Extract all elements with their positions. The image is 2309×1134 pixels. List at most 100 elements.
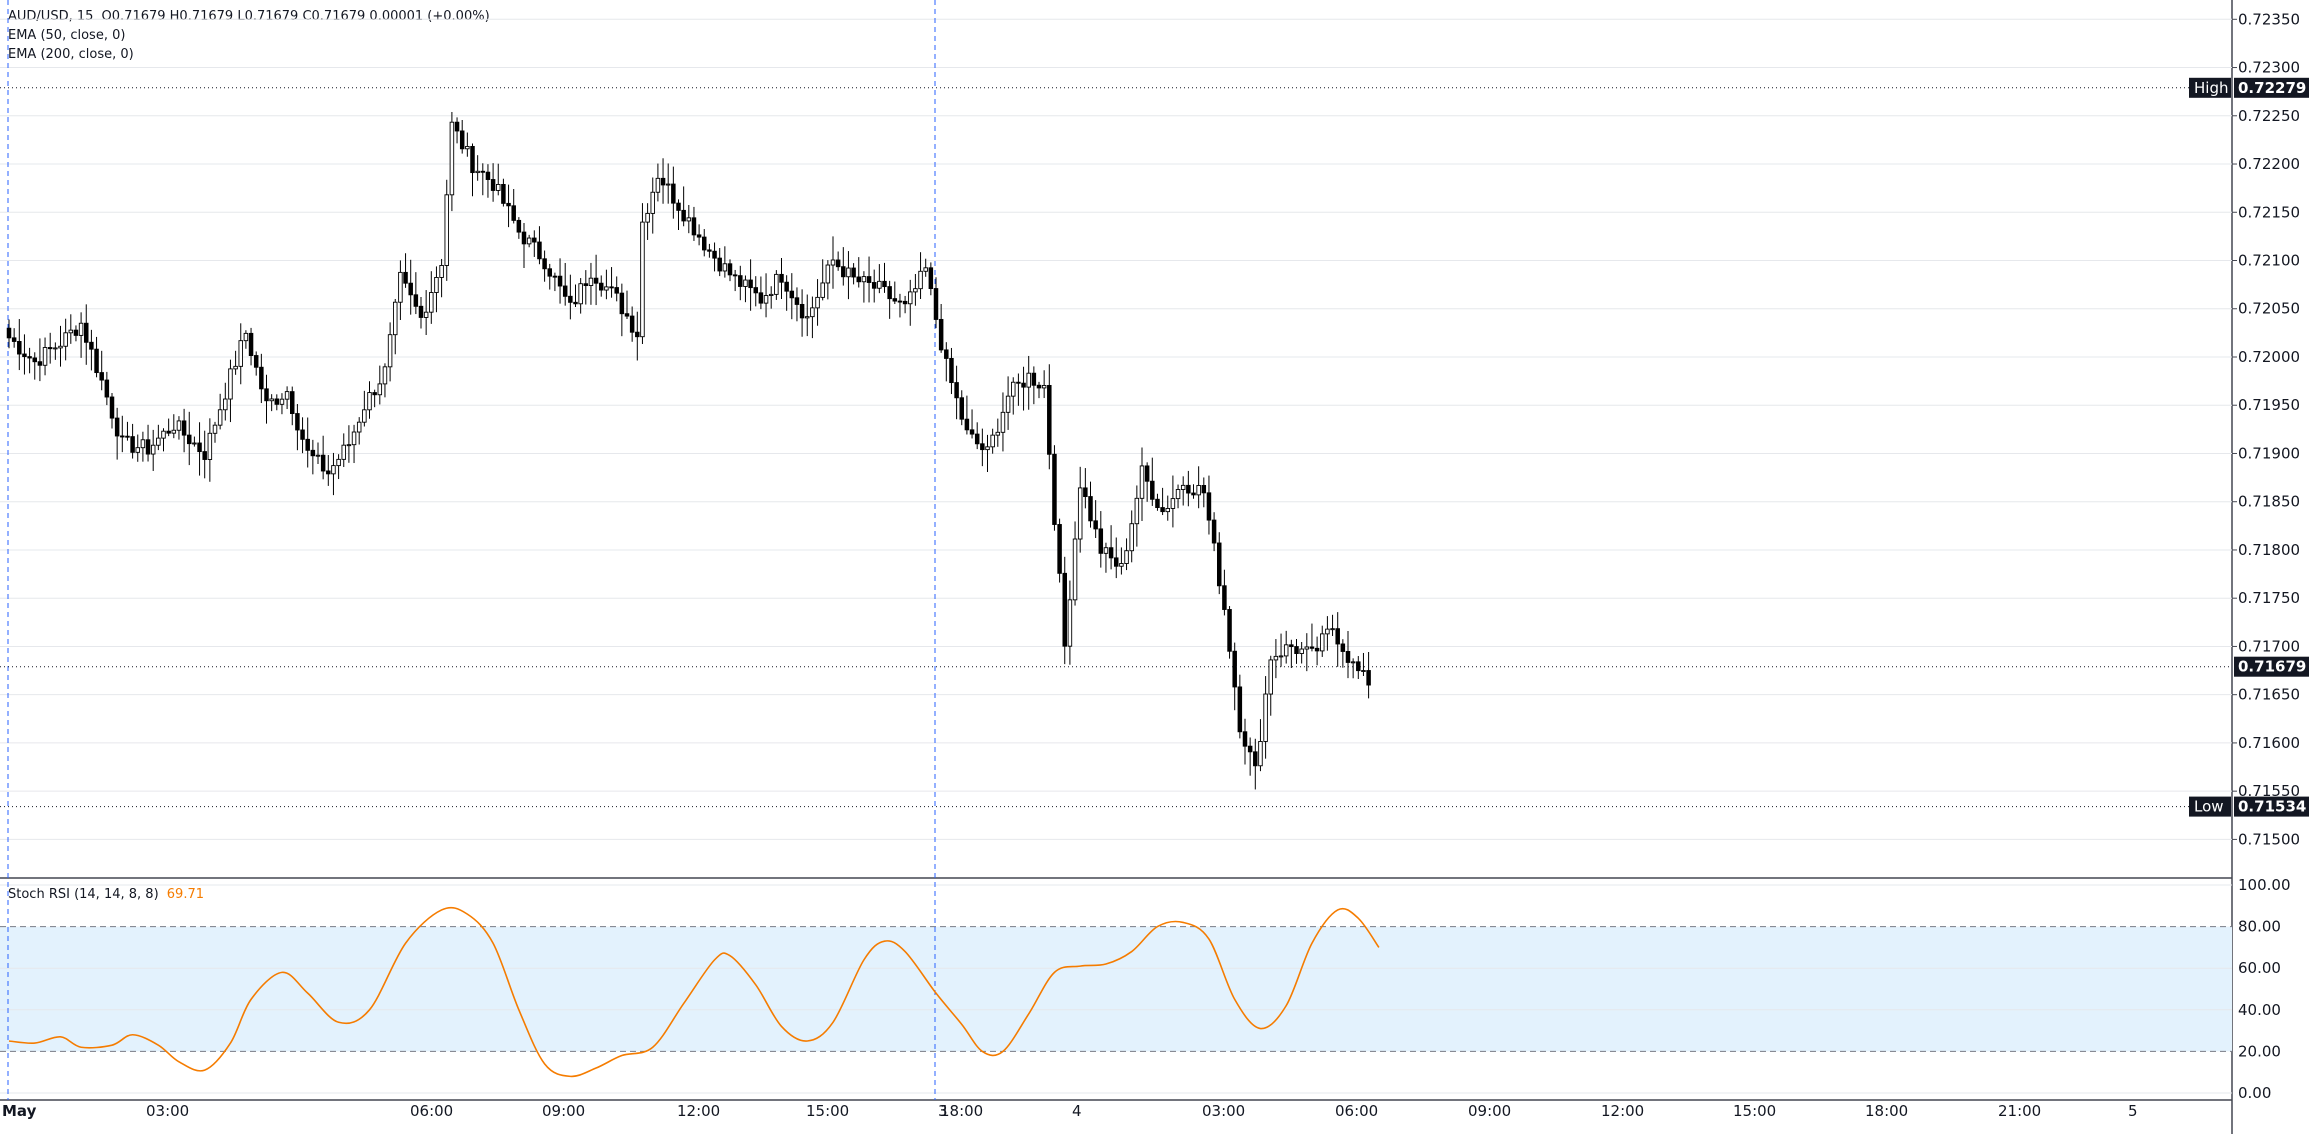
candle-down [1016,381,1021,384]
candle-down [676,202,681,211]
candle-up [588,277,594,287]
candle-up [908,291,913,305]
candle-up [650,191,656,214]
time-tick-label: 15:00 [1733,1102,1776,1120]
candle-up [367,392,372,411]
candle-down [114,417,120,437]
candle-down [758,292,764,304]
candle-up [362,409,367,423]
candle-down [120,435,125,438]
candle-down [614,287,619,294]
candle-up [640,221,645,338]
stoch-legend: Stoch RSI (14, 14, 8, 8) 69.71 [8,885,204,904]
candle-down [1113,557,1119,567]
candle-up [1067,599,1073,647]
candle-up [1005,395,1011,413]
candle-up [423,311,429,318]
price-tick-label: 0.72250 [2238,107,2300,125]
candle-down [727,263,733,276]
candle-down [145,439,151,455]
candle-down [89,341,94,350]
candle-down [1150,480,1155,500]
candle-down [310,449,316,457]
legend-ema50[interactable]: EMA (50, close, 0) [8,28,126,43]
candle-up [578,283,583,305]
candle-down [1160,507,1165,513]
candle-up [315,454,321,457]
candle-up [1258,741,1263,767]
stoch-label[interactable]: Stoch RSI (14, 14, 8, 8) [8,887,159,902]
candle-down [1191,492,1196,496]
stoch-tick-label: 60.00 [2238,959,2281,977]
candle-down [521,231,527,245]
candle-down [1201,485,1207,494]
candle-up [686,217,692,222]
candle-up [212,424,218,434]
stoch-rsi-line [8,906,1380,1078]
candle-down [1242,731,1248,747]
candle-down [969,429,975,435]
candle-up [763,295,769,304]
candle-up [156,437,161,446]
candle-down [794,297,800,305]
legend-symbol[interactable]: AUD/USD, 15 [8,9,94,24]
price-tick-label: 0.72300 [2238,59,2300,77]
candle-down [47,347,53,350]
candle-up [743,279,748,287]
candle-up [465,145,470,150]
candle-up [1330,628,1335,631]
legend-symbol-row: AUD/USD, 15 O0.71679 H0.71679 L0.71679 C… [8,7,490,26]
candle-down [799,303,805,319]
candle-down [1356,661,1361,672]
candle-up [665,183,671,186]
candle-up [382,366,388,385]
candle-down [583,283,589,287]
candle-down [1345,651,1351,663]
candle-up [58,345,63,349]
legend-ema200[interactable]: EMA (200, close, 0) [8,47,134,62]
candle-down [732,274,738,277]
candle-down [418,305,424,318]
candle-up [1263,693,1268,742]
candle-down [784,281,789,292]
candle-up [995,431,1001,436]
candle-up [1170,498,1176,509]
candle-down [1222,585,1227,610]
candle-down [959,397,965,420]
candle-down [1289,644,1294,648]
candle-down [372,392,377,396]
price-tick-label: 0.71800 [2238,541,2300,559]
candle-down [1098,528,1104,554]
candle-down [1088,496,1093,522]
candle-down [1227,609,1232,652]
candle-down [671,183,676,204]
stoch-tick-label: 40.00 [2238,1001,2281,1019]
time-tick-label: 09:00 [542,1102,585,1120]
candle-up [150,444,156,455]
candle-down [532,237,537,243]
candle-up [346,444,352,447]
candle-down [537,241,542,260]
candle-up [351,431,357,446]
legend-ohlc: O0.71679 H0.71679 L0.71679 C0.71679 0.00… [101,9,490,24]
price-tick-label: 0.71550 [2238,782,2300,800]
candle-up [774,273,779,295]
candle-down [480,170,486,173]
candle-down [933,288,939,320]
candle-down [691,217,697,236]
candle-up [1299,648,1304,654]
candle-down [1144,465,1150,482]
candle-down [902,300,908,305]
price-tick-label: 0.71750 [2238,589,2300,607]
candle-down [274,398,280,405]
candle-up [810,307,815,318]
candle-down [326,470,331,475]
candle-down [1237,686,1243,733]
candle-down [1093,520,1098,530]
candle-down [866,276,872,283]
candle-up [815,296,820,309]
candle-down [949,357,954,384]
candle-down [1047,385,1052,455]
candle-down [1335,628,1340,645]
